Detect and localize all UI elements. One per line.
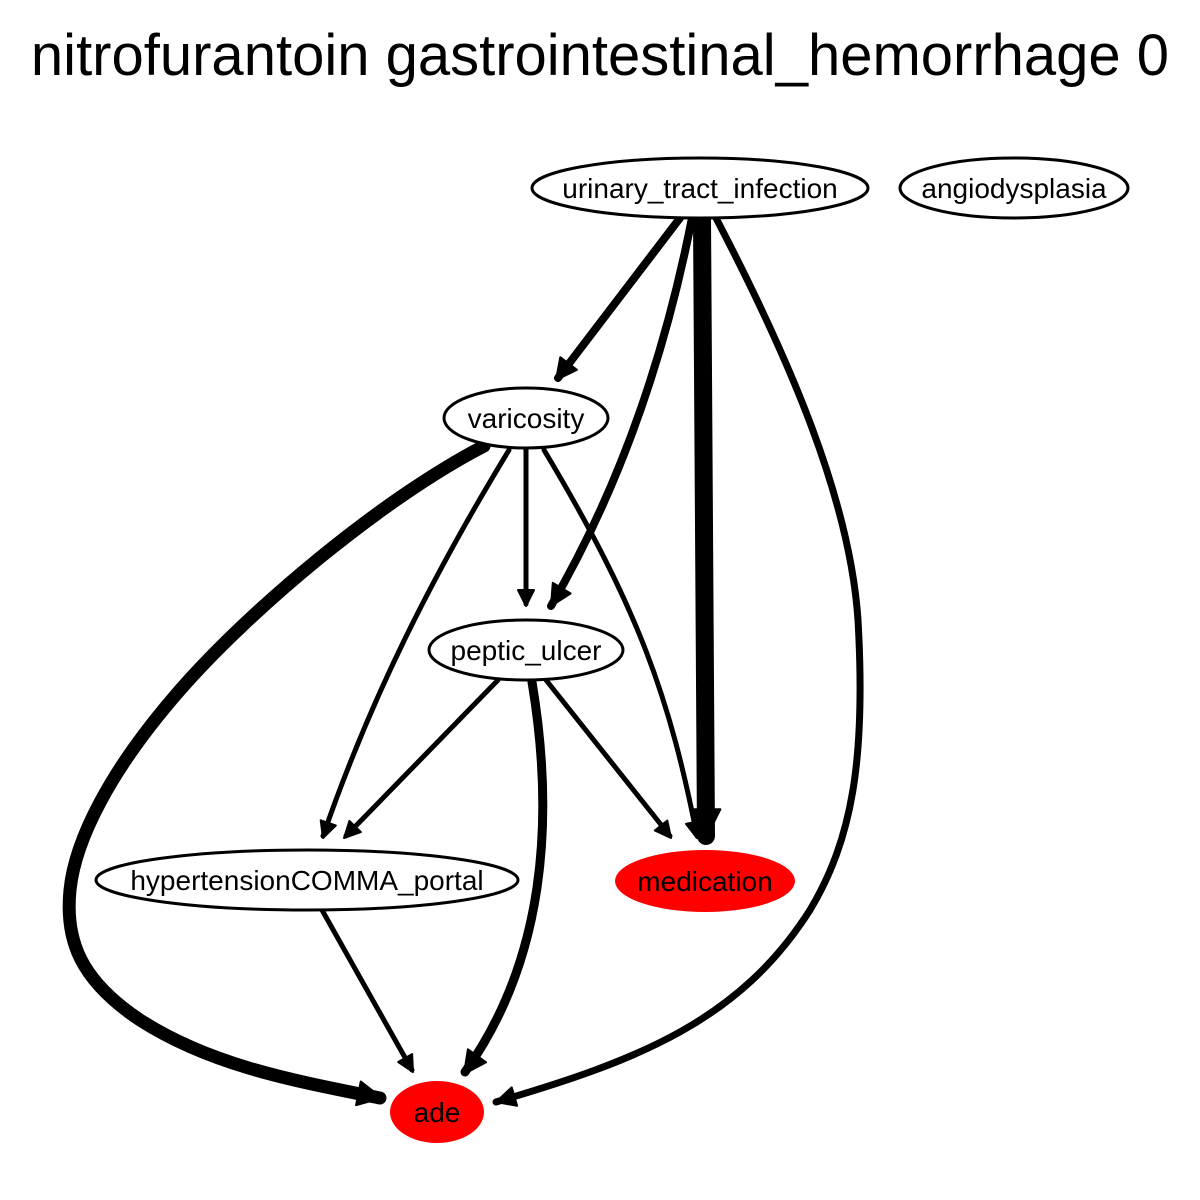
- node-ade: ade: [390, 1081, 484, 1143]
- edge-arrowhead: [653, 819, 672, 839]
- node-varicosity: varicosity: [442, 386, 610, 450]
- edge-varicosity-to-ade: [62, 439, 491, 1107]
- node-label: peptic_ulcer: [451, 635, 602, 666]
- edge-line: [62, 439, 491, 1105]
- edge-line: [541, 447, 700, 839]
- node-label: angiodysplasia: [921, 173, 1107, 204]
- edge-line: [554, 214, 684, 382]
- graph-title: nitrofurantoin gastrointestinal_hemorrha…: [30, 23, 1170, 88]
- edge-line: [492, 214, 864, 1106]
- node-peptic_ulcer: peptic_ulcer: [427, 618, 625, 682]
- edge-line: [320, 447, 512, 839]
- edge-arrowhead: [550, 581, 572, 607]
- node-label: hypertensionCOMMA_portal: [130, 865, 483, 896]
- node-ellipse: [615, 850, 795, 912]
- edge-arrowhead: [343, 820, 362, 839]
- edge-peptic_ulcer-to-ade: [460, 677, 548, 1077]
- node-urinary_tract_infection: urinary_tract_infection: [530, 156, 870, 220]
- edge-urinary_tract_infection-to-ade: [492, 214, 864, 1107]
- edges-layer: [62, 209, 864, 1107]
- edge-arrowhead: [319, 819, 337, 839]
- edge-peptic_ulcer-to-hypertension_portal: [343, 677, 501, 839]
- node-hypertension_portal: hypertensionCOMMA_portal: [94, 848, 520, 912]
- node-ellipse: [898, 156, 1130, 220]
- edge-varicosity-to-peptic_ulcer: [517, 447, 535, 607]
- nodes-layer: urinary_tract_infection angiodysplasia var…: [94, 156, 1130, 1143]
- node-label: urinary_tract_infection: [562, 173, 837, 204]
- edge-line: [543, 677, 673, 839]
- node-label: ade: [414, 1097, 461, 1128]
- edge-peptic_ulcer-to-medication: [543, 677, 673, 839]
- node-label: medication: [637, 866, 772, 897]
- node-angiodysplasia: angiodysplasia: [898, 156, 1130, 220]
- edge-arrowhead: [355, 1080, 383, 1107]
- edge-arrowhead: [495, 1086, 519, 1107]
- edge-line: [343, 677, 501, 839]
- edge-varicosity-to-hypertension_portal: [319, 447, 512, 839]
- edge-varicosity-to-medication: [541, 447, 703, 839]
- edge-arrowhead: [397, 1053, 414, 1073]
- edge-arrowhead: [463, 1048, 488, 1075]
- node-ellipse: [530, 156, 870, 220]
- node-ellipse: [390, 1081, 484, 1143]
- node-ellipse: [427, 618, 625, 682]
- edge-urinary_tract_infection-to-varicosity: [554, 214, 684, 382]
- edge-urinary_tract_infection-to-medication: [690, 209, 722, 845]
- edge-line: [547, 214, 696, 610]
- edge-arrowhead: [517, 589, 535, 607]
- edge-hypertension_portal-to-ade: [319, 907, 415, 1073]
- node-ellipse: [442, 386, 610, 450]
- edge-line: [693, 209, 715, 845]
- node-label: varicosity: [468, 403, 585, 434]
- node-medication: medication: [615, 850, 795, 912]
- edge-line: [460, 677, 548, 1077]
- edge-line: [319, 907, 415, 1073]
- edge-urinary_tract_infection-to-peptic_ulcer: [547, 214, 696, 610]
- node-ellipse: [94, 848, 520, 912]
- edge-arrowhead: [685, 819, 703, 839]
- edge-arrowhead: [555, 356, 578, 381]
